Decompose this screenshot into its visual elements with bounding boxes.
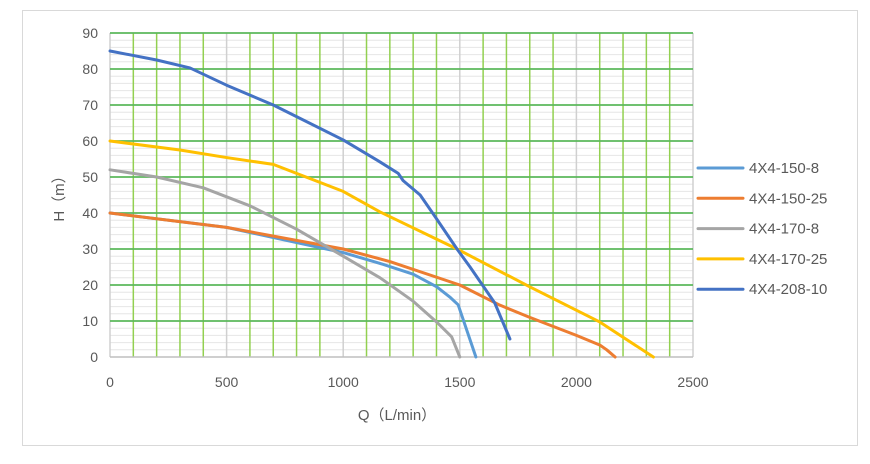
y-tick-label: 0	[90, 349, 98, 365]
legend-label: 4X4-208-10	[749, 281, 827, 298]
x-tick-label: 1500	[444, 374, 475, 390]
y-tick-label: 90	[82, 25, 98, 41]
tick-labels: 0 500 1000 1500 2000 2500 0 10 20 30 40 50 60 70 80 90	[82, 25, 708, 390]
x-tick-label: 2500	[677, 374, 708, 390]
x-tick-label: 1000	[328, 374, 359, 390]
y-tick-label: 10	[82, 313, 98, 329]
legend-label: 4X4-150-25	[749, 190, 827, 207]
x-axis-title: Q（L/min）	[358, 407, 436, 424]
legend-label: 4X4-150-8	[749, 160, 819, 177]
legend: 4X4-150-8 4X4-150-25 4X4-170-8 4X4-170-25 4X…	[696, 160, 827, 298]
x-tick-label: 2000	[561, 374, 592, 390]
series-line-4X4-170-8	[108, 168, 462, 359]
y-tick-label: 80	[82, 61, 98, 77]
y-tick-label: 70	[82, 97, 98, 113]
chart-frame	[22, 10, 858, 446]
y-axis-title: H（m）	[51, 168, 68, 221]
y-tick-label: 20	[82, 277, 98, 293]
series-lines	[108, 49, 655, 359]
legend-label: 4X4-170-25	[749, 251, 827, 268]
y-tick-label: 40	[82, 205, 98, 221]
series-line-4X4-170-25	[108, 139, 655, 359]
y-tick-label: 50	[82, 169, 98, 185]
x-tick-label: 500	[215, 374, 239, 390]
series-line-4X4-150-25	[108, 211, 617, 359]
grid	[109, 32, 694, 358]
x-tick-label: 0	[106, 374, 114, 390]
series-line-4X4-208-10	[108, 49, 512, 341]
legend-label: 4X4-170-8	[749, 221, 819, 238]
y-tick-label: 60	[82, 133, 98, 149]
y-tick-label: 30	[82, 241, 98, 257]
